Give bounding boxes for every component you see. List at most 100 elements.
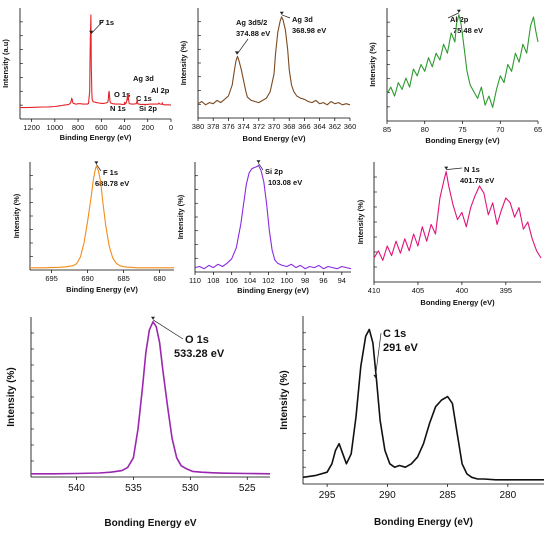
p5-x-axis-title: Binding Energy (eV) [237,286,309,295]
p5-x-tick-label: 104 [244,276,257,285]
p2-x-tick-label: 362 [329,122,342,131]
p2-x-tick-label: 366 [298,122,311,131]
p5-x-tick-label: 108 [207,276,220,285]
p1-ann-n1s: N 1s [110,104,126,113]
p3-y-axis-title: Intensity (%) [368,42,377,87]
p2-x-tick-label: 364 [313,122,326,131]
p5-series-line [194,164,352,270]
p6-x-tick-label: 395 [500,286,513,295]
p4-annotation-arrow [96,164,102,172]
p5-y-axis-title: Intensity (%) [176,194,185,239]
p2-x-axis-title: Bond Energy (eV) [243,134,306,143]
p7-ann-o1s: O 1s [185,334,209,346]
p2-x-tick-label: 372 [253,122,266,131]
p8-x-tick-label: 290 [379,490,396,501]
p4-annotation-arrowhead [94,161,99,165]
p4-x-tick-label: 690 [81,274,94,283]
p6-series-line [373,171,542,261]
p7-x-tick-label: 530 [182,483,199,494]
p6-ann-n1s-ev: 401.78 eV [460,176,494,185]
p4-x-tick-label: 685 [117,274,130,283]
p1-ann-c1s: C 1s [136,94,152,103]
p2-x-tick-label: 374 [237,122,250,131]
p1-x-tick-label: 1200 [23,123,40,132]
p5-ann-si2p: Si 2p [265,167,283,176]
p1-ann-si2p: Si 2p [139,104,157,113]
p2-ann-ag3d52-ev: 374.88 eV [236,29,270,38]
p8-y-axis-title: Intensity (%) [279,370,290,429]
p7-x-tick-label: 540 [68,483,85,494]
p2-annotation-arrowhead [279,11,284,15]
p6-annotation-arrow [446,167,463,170]
p1-y-axis-title: Intensity (a.u) [1,39,10,88]
p2-ann-ag3d: Ag 3d [292,15,313,24]
p8-annotation-arrow [374,332,382,378]
p5-annotation-arrowhead [256,160,261,164]
p1-x-axis-title: Binding Energy (eV) [60,133,132,142]
p3-x-tick-label: 70 [496,125,504,134]
p3-x-tick-label: 65 [534,125,542,134]
p2-x-tick-label: 380 [192,122,205,131]
p5-x-tick-label: 98 [301,276,309,285]
p3-annotation-arrow [447,12,460,19]
p4-y-axis-title: Intensity (%) [12,193,21,238]
p1-x-tick-label: 200 [142,123,155,132]
p5-x-tick-label: 102 [262,276,275,285]
p2-y-axis-title: Intensity (%) [179,40,188,85]
p1-x-tick-label: 800 [72,123,85,132]
p6-ann-n1s: N 1s [464,165,480,174]
p7-x-tick-label: 525 [239,483,256,494]
p5-ann-si2p-ev: 103.08 eV [268,178,302,187]
p3-series-line [386,14,539,108]
p3-x-tick-label: 85 [383,125,391,134]
p1-x-tick-label: 1000 [47,123,64,132]
p5-x-tick-label: 110 [189,276,201,285]
p2-annotation-arrow [236,38,249,55]
p5-x-tick-label: 96 [319,276,327,285]
p7-x-axis-title: Bonding Energy eV [104,518,197,529]
p2-x-tick-label: 368 [283,122,296,131]
p3-x-tick-label: 75 [458,125,466,134]
p6-x-tick-label: 405 [412,286,425,295]
p6-x-tick-label: 400 [456,286,469,295]
p5-x-tick-label: 106 [225,276,238,285]
p4-series-line [30,165,174,269]
p4-ann-f1s: F 1s [103,168,118,177]
p2-x-tick-label: 360 [344,122,357,131]
p7-x-tick-label: 535 [125,483,142,494]
p3-x-tick-label: 80 [421,125,429,134]
p2-annotation-arrow [281,14,291,19]
p8-series-line [302,328,544,481]
p2-x-tick-label: 376 [222,122,235,131]
p8-x-tick-label: 280 [500,490,517,501]
p1-annotation-arrow [90,19,105,34]
p2-ann-ag3d52: Ag 3d5/2 [236,18,267,27]
p2-series-line [197,16,351,106]
p6-annotation-arrowhead [444,166,449,170]
p8-x-axis-title: Bonding Energy (eV) [374,517,473,528]
p1-ann-o1s: O 1s [114,90,130,99]
p3-ann-al2p: Al 2p [450,15,469,24]
p1-x-tick-label: 400 [118,123,131,132]
p7-annotation-arrow [152,319,184,340]
p7-series-line [31,320,271,475]
p8-x-tick-label: 285 [439,490,456,501]
p8-ann-c1s: C 1s [383,328,406,340]
p6-x-tick-label: 410 [368,286,381,295]
p8-ann-c1s-ev: 291 eV [383,342,419,354]
p1-series-line [20,14,172,109]
p5-x-tick-label: 94 [338,276,346,285]
p4-x-axis-title: Binding Energy (eV) [66,285,138,294]
p5-x-tick-label: 100 [281,276,294,285]
p4-x-tick-label: 680 [153,274,166,283]
p7-y-axis-title: Intensity (%) [6,367,17,426]
p1-ann-f1s: F 1s [99,18,114,27]
p1-ann-ag3d: Ag 3d [133,74,154,83]
p5-annotation-arrow [258,163,264,171]
p1-x-tick-label: 600 [95,123,108,132]
p2-annotation-arrowhead [234,51,239,55]
p1-x-tick-label: 0 [169,123,173,132]
p7-ann-o1s-ev: 533.28 eV [174,348,225,360]
p7-annotation-arrowhead [151,316,156,320]
